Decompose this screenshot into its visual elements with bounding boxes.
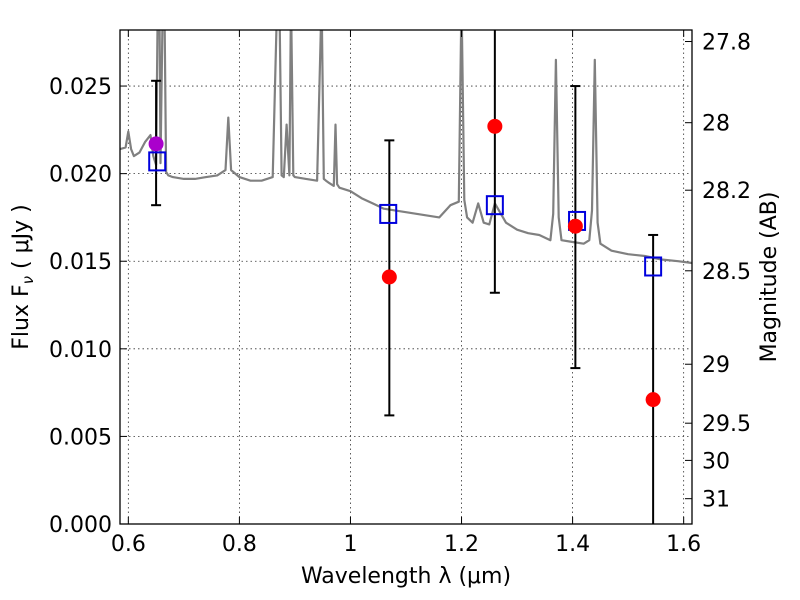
y2-tick-label: 30 [702, 449, 730, 474]
y2-tick-label: 31 [702, 488, 730, 513]
model-points [148, 151, 663, 277]
x-tick-label: 0.6 [111, 532, 146, 557]
plot-frame [119, 29, 693, 525]
y-axis-label-main: Flux F [9, 284, 34, 349]
observed-points [148, 118, 661, 408]
y-axis-label: Flux Fν ( μJy ) [9, 204, 37, 349]
y2-tick-label: 28.2 [702, 179, 751, 204]
model-point-box [148, 151, 167, 172]
y-tick-label: 0.005 [49, 425, 112, 450]
x-tick-label: 1.6 [666, 532, 701, 557]
x-axis-label: Wavelength λ (μm) [301, 564, 511, 589]
observed-point-special [148, 136, 164, 152]
spectrum-line [120, 30, 692, 265]
x-tick-label: 1.4 [555, 532, 590, 557]
x-tick-label: 1 [343, 532, 357, 557]
observed-point [645, 392, 661, 408]
y-tick-label: 0.020 [49, 163, 112, 188]
y-tick-label: 0.000 [49, 513, 112, 538]
observed-point [567, 218, 583, 234]
grid-lines [120, 30, 692, 525]
y-axis-label-sub: ν [19, 276, 37, 284]
observed-point [381, 269, 397, 285]
y2-tick-label: 29.5 [702, 412, 751, 437]
axis-ticks: 0.6 0.8 1 1.2 1.4 1.6 0.000 0.005 0.010 0.015 0.02… [49, 30, 751, 557]
model-point-box [644, 256, 663, 277]
model-point-box [379, 203, 398, 224]
x-tick-label: 0.8 [222, 532, 257, 557]
y-axis-label-unit: ( μJy ) [9, 204, 34, 276]
y2-tick-label: 28 [702, 112, 730, 137]
observed-point [487, 118, 503, 134]
y-tick-label: 0.010 [49, 338, 112, 363]
spectrum-series [120, 30, 692, 265]
y2-tick-label: 29 [702, 353, 730, 378]
y2-tick-label: 27.8 [702, 31, 751, 56]
errorbars [151, 30, 659, 524]
y-tick-label: 0.015 [49, 250, 112, 275]
y2-tick-label: 28.5 [702, 260, 751, 285]
y2-axis-label: Magnitude (AB) [757, 192, 782, 363]
x-tick-label: 1.2 [444, 532, 479, 557]
y-tick-label: 0.025 [49, 75, 112, 100]
model-point-box [485, 195, 504, 216]
